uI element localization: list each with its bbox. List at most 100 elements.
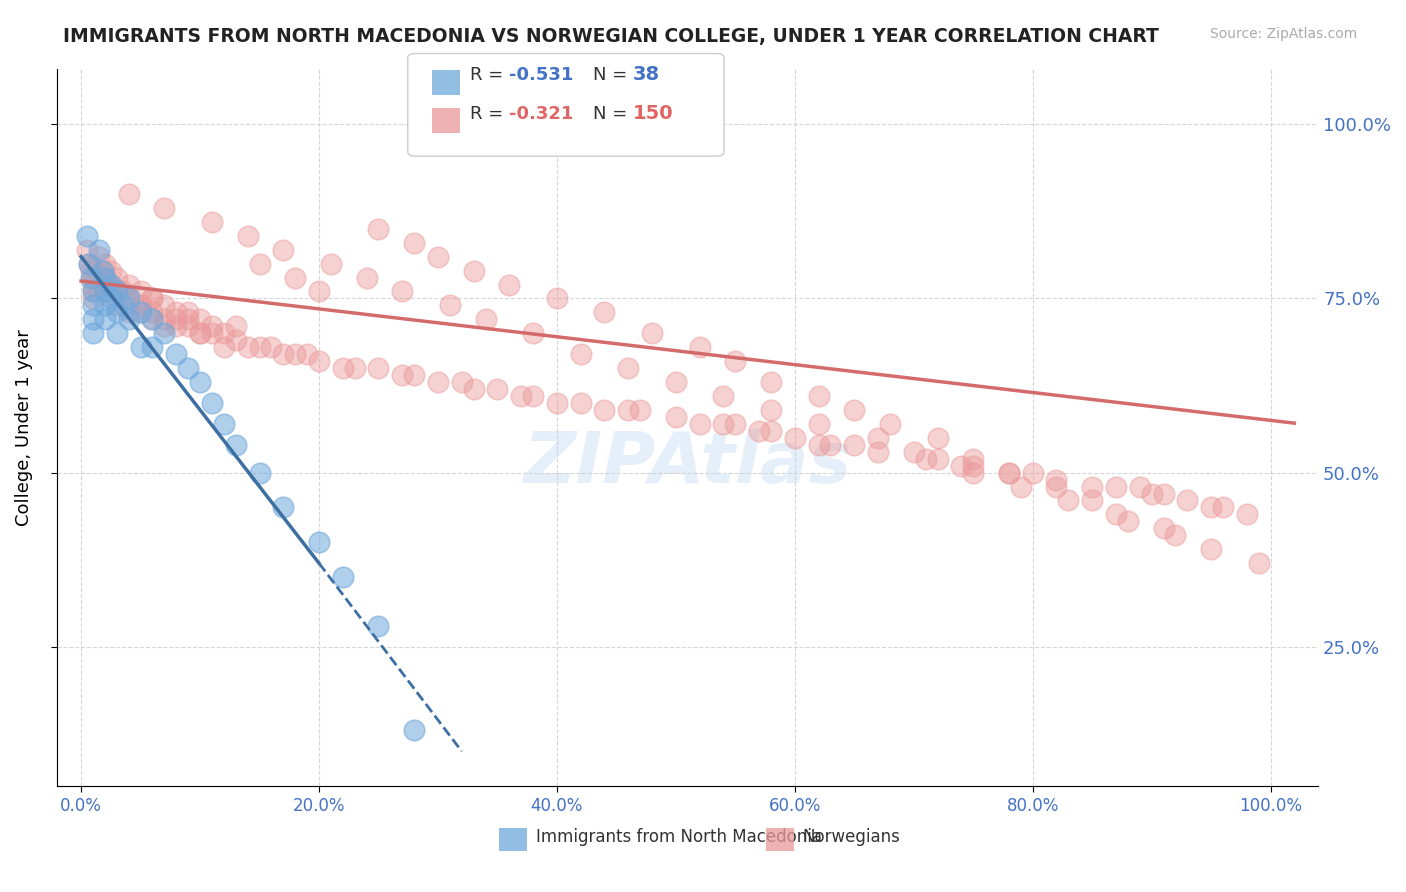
- Text: ZIPAtlas: ZIPAtlas: [523, 429, 852, 498]
- Point: [759, 424, 782, 438]
- Text: 150: 150: [633, 103, 673, 122]
- Point: [118, 292, 141, 306]
- Point: [105, 285, 128, 299]
- Point: [617, 361, 640, 376]
- Point: [100, 292, 122, 306]
- Point: [212, 417, 235, 431]
- Point: [165, 312, 187, 326]
- Point: [141, 312, 163, 326]
- Point: [188, 375, 211, 389]
- Point: [236, 228, 259, 243]
- Point: [404, 723, 426, 738]
- Point: [1129, 479, 1152, 493]
- Point: [249, 466, 271, 480]
- Point: [1045, 473, 1067, 487]
- Point: [404, 235, 426, 250]
- Point: [82, 270, 104, 285]
- Point: [998, 466, 1021, 480]
- Point: [1199, 542, 1222, 557]
- Point: [141, 292, 163, 306]
- Point: [332, 361, 354, 376]
- Point: [569, 347, 592, 361]
- Point: [79, 263, 101, 277]
- Point: [82, 285, 104, 299]
- Point: [724, 417, 747, 431]
- Point: [165, 319, 187, 334]
- Point: [367, 361, 389, 376]
- Point: [177, 319, 200, 334]
- Point: [260, 340, 283, 354]
- Point: [1153, 486, 1175, 500]
- Point: [295, 347, 318, 361]
- Point: [100, 263, 122, 277]
- Point: [87, 250, 110, 264]
- Point: [689, 340, 711, 354]
- Point: [225, 438, 247, 452]
- Point: [463, 382, 485, 396]
- Point: [225, 333, 247, 347]
- Point: [866, 444, 889, 458]
- Point: [129, 340, 152, 354]
- Point: [1105, 479, 1128, 493]
- Point: [1081, 493, 1104, 508]
- Point: [1116, 515, 1139, 529]
- Point: [94, 270, 117, 285]
- Point: [1140, 486, 1163, 500]
- Point: [713, 389, 735, 403]
- Point: [82, 277, 104, 292]
- Point: [188, 326, 211, 341]
- Point: [820, 438, 842, 452]
- Point: [94, 298, 117, 312]
- Point: [426, 375, 449, 389]
- Point: [343, 361, 366, 376]
- Point: [225, 319, 247, 334]
- Text: IMMIGRANTS FROM NORTH MACEDONIA VS NORWEGIAN COLLEGE, UNDER 1 YEAR CORRELATION C: IMMIGRANTS FROM NORTH MACEDONIA VS NORWE…: [63, 27, 1159, 45]
- Point: [94, 285, 117, 299]
- Point: [914, 451, 936, 466]
- Point: [284, 270, 307, 285]
- Point: [628, 403, 651, 417]
- Point: [129, 305, 152, 319]
- Point: [1010, 479, 1032, 493]
- Point: [94, 285, 117, 299]
- Point: [356, 270, 378, 285]
- Point: [308, 535, 330, 549]
- Point: [367, 619, 389, 633]
- Point: [153, 319, 176, 334]
- Text: 38: 38: [633, 65, 659, 84]
- Point: [1212, 500, 1234, 515]
- Point: [1105, 508, 1128, 522]
- Point: [111, 298, 134, 312]
- Point: [153, 298, 176, 312]
- Point: [284, 347, 307, 361]
- Point: [641, 326, 664, 341]
- Text: R =: R =: [470, 66, 509, 84]
- Point: [879, 417, 901, 431]
- Point: [94, 312, 117, 326]
- Point: [82, 312, 104, 326]
- Point: [129, 305, 152, 319]
- Point: [1045, 479, 1067, 493]
- Point: [271, 347, 294, 361]
- Point: [498, 277, 520, 292]
- Point: [153, 326, 176, 341]
- Point: [522, 326, 544, 341]
- Point: [713, 417, 735, 431]
- Text: Immigrants from North Macedonia: Immigrants from North Macedonia: [536, 828, 821, 846]
- Point: [308, 285, 330, 299]
- Point: [76, 228, 98, 243]
- Text: -0.321: -0.321: [509, 104, 574, 122]
- Text: Source: ZipAtlas.com: Source: ZipAtlas.com: [1209, 27, 1357, 41]
- Point: [807, 417, 830, 431]
- Point: [404, 368, 426, 382]
- Point: [962, 466, 984, 480]
- Point: [450, 375, 472, 389]
- Point: [105, 326, 128, 341]
- Point: [212, 340, 235, 354]
- Point: [212, 326, 235, 341]
- Point: [82, 326, 104, 341]
- Point: [118, 292, 141, 306]
- Point: [118, 186, 141, 201]
- Point: [463, 263, 485, 277]
- Y-axis label: College, Under 1 year: College, Under 1 year: [15, 329, 32, 525]
